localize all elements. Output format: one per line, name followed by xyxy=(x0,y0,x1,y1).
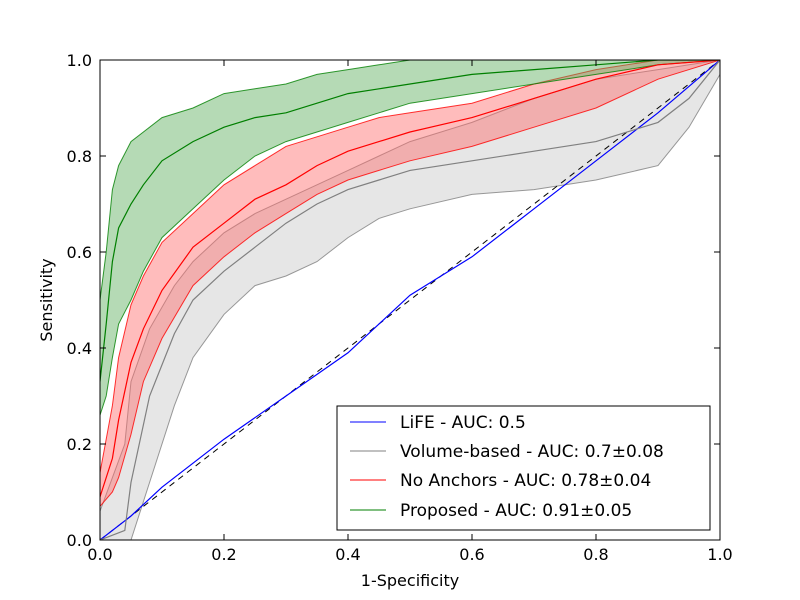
band-no-anchors xyxy=(100,60,720,508)
y-tick-label: 0.6 xyxy=(67,243,92,262)
legend-label-volume-based: Volume-based - AUC: 0.7±0.08 xyxy=(400,442,664,462)
x-tick-label: 0.4 xyxy=(335,545,360,564)
plot-frame xyxy=(99,59,721,541)
line-volume-based xyxy=(100,60,720,540)
chance-line xyxy=(100,60,720,540)
line-life xyxy=(100,60,720,540)
legend-label-life: LiFE - AUC: 0.5 xyxy=(400,413,526,433)
legend-box xyxy=(336,405,711,531)
y-tick-label: 0.2 xyxy=(67,435,92,454)
y-tick-label: 0.0 xyxy=(67,531,92,550)
y-tick-label: 1.0 xyxy=(67,51,92,70)
line-proposed xyxy=(100,60,720,382)
legend-label-no-anchors: No Anchors - AUC: 0.78±0.04 xyxy=(400,471,651,491)
line-no-anchors xyxy=(100,60,720,497)
x-axis-ticks: 0.0 0.2 0.4 0.6 0.8 1.0 xyxy=(87,60,733,564)
legend: LiFE - AUC: 0.5 Volume-based - AUC: 0.7±… xyxy=(336,405,711,531)
y-axis-ticks: 0.0 0.2 0.4 0.6 0.8 1.0 xyxy=(67,51,720,550)
x-tick-label: 0.8 xyxy=(583,545,608,564)
y-axis-label: Sensitivity xyxy=(37,258,56,341)
y-tick-label: 0.4 xyxy=(67,339,92,358)
legend-label-proposed: Proposed - AUC: 0.91±0.05 xyxy=(400,501,632,521)
x-tick-label: 0.0 xyxy=(87,545,112,564)
x-axis-label: 1-Specificity xyxy=(361,571,459,590)
roc-curves xyxy=(100,60,720,540)
x-tick-label: 0.6 xyxy=(459,545,484,564)
y-tick-label: 0.8 xyxy=(67,147,92,166)
x-tick-label: 0.2 xyxy=(211,545,236,564)
x-tick-label: 1.0 xyxy=(707,545,732,564)
